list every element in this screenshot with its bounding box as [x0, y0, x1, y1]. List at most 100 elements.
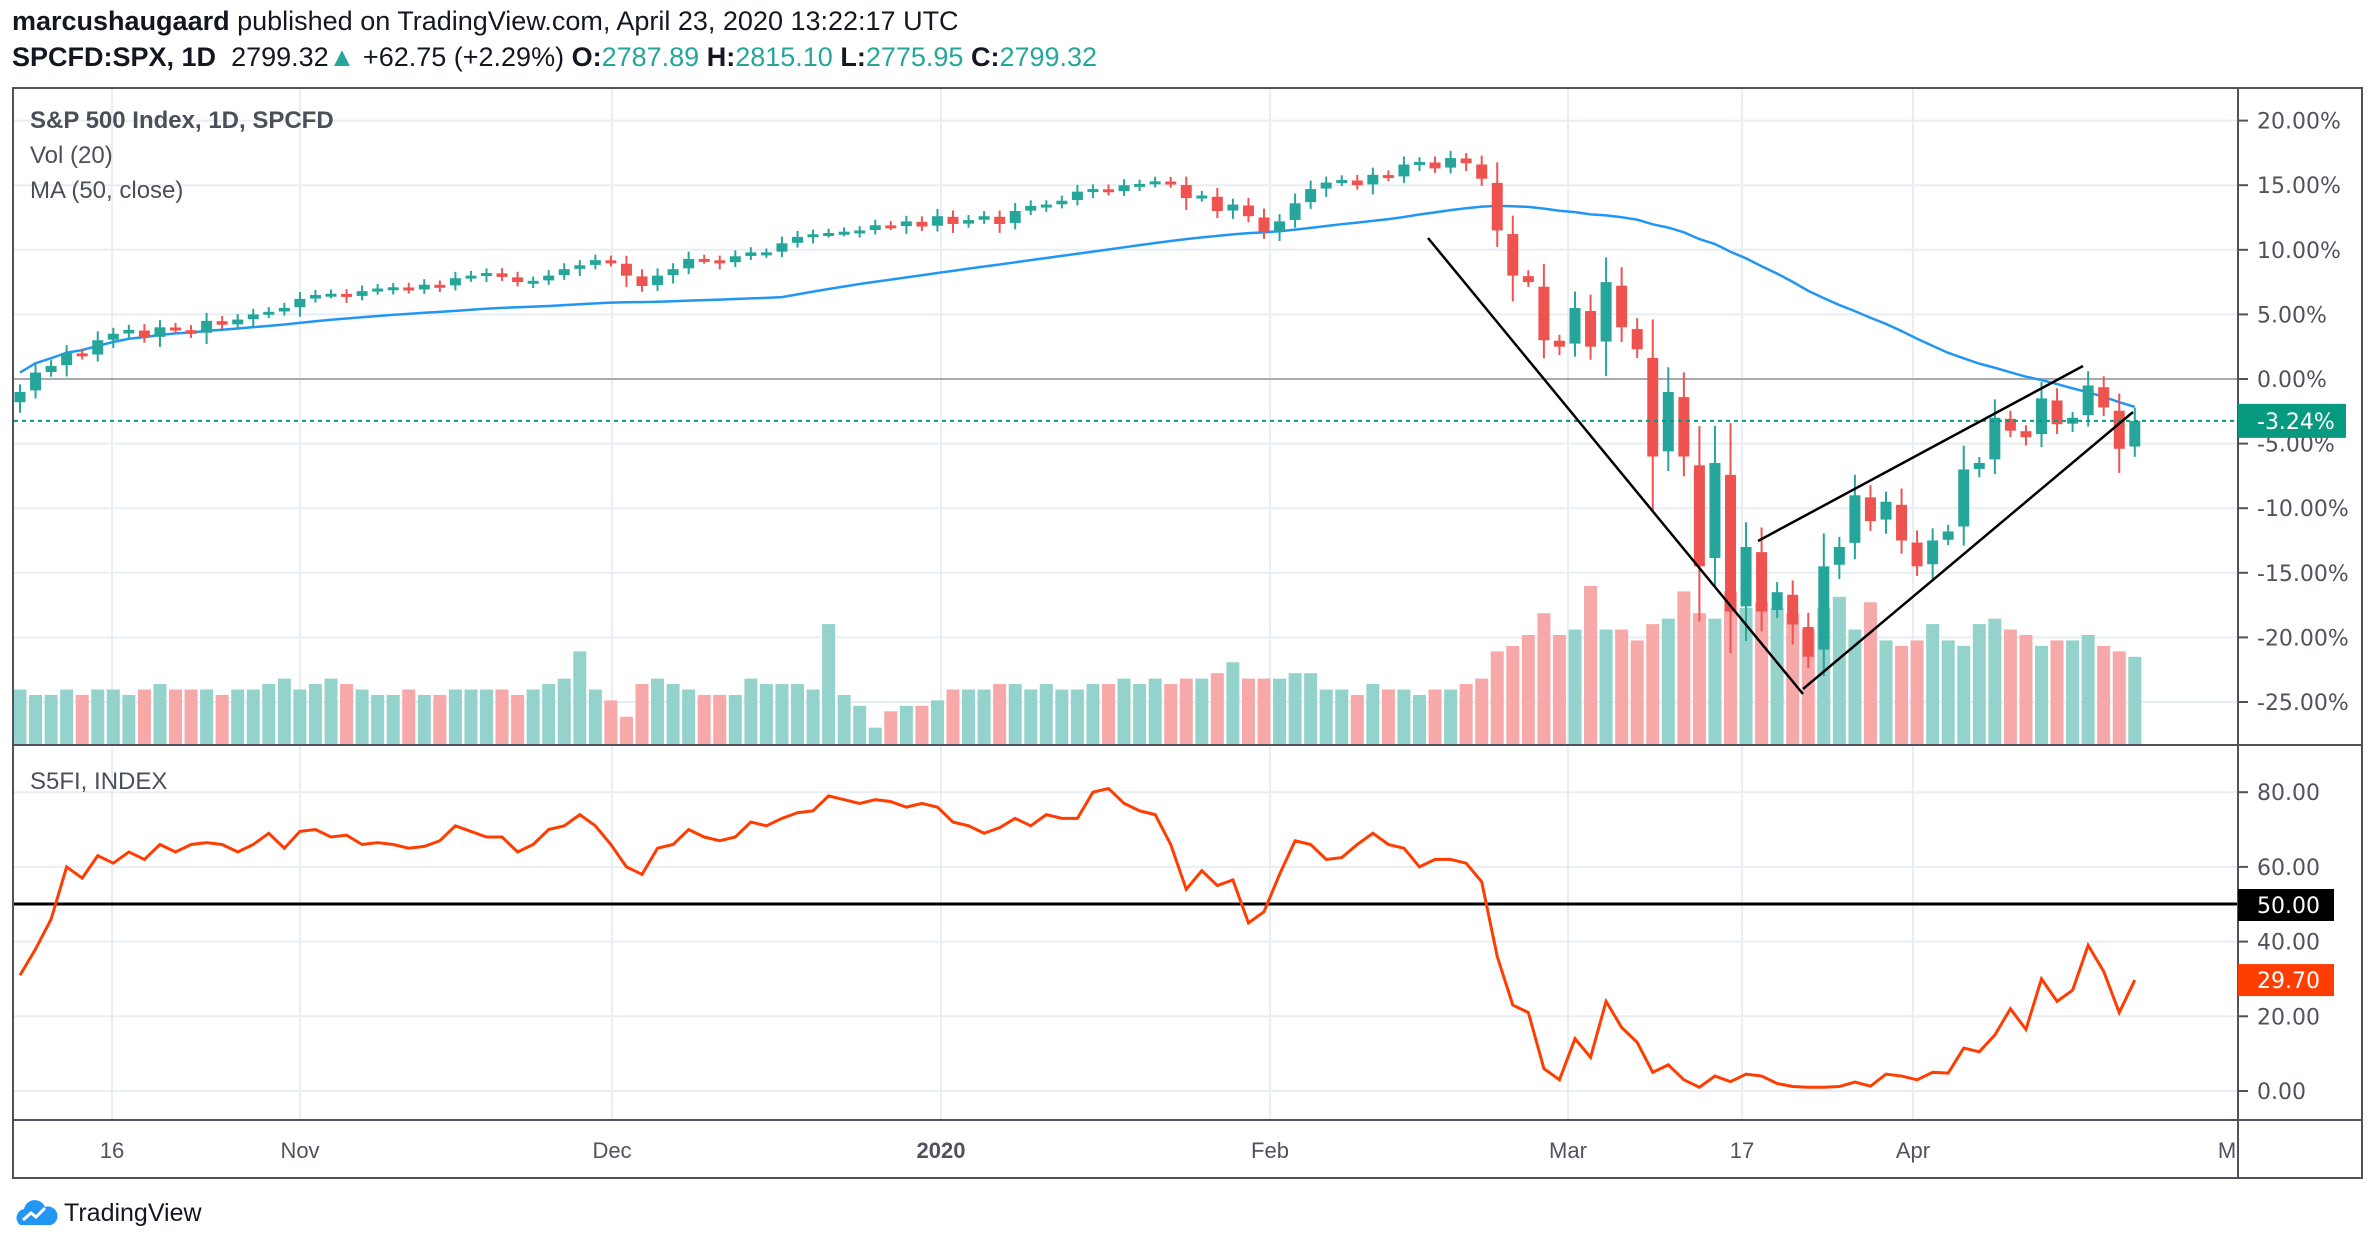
candle-down: [1787, 594, 1799, 625]
volume-bar: [511, 694, 525, 744]
brand-name: TradingView: [64, 1198, 202, 1227]
time-axis[interactable]: 16 Nov Dec 2020 Feb Mar 17 Apr M: [100, 1138, 2236, 1163]
candle-up: [2129, 420, 2141, 447]
candle-up: [1445, 158, 1457, 168]
volume-bar: [2097, 645, 2111, 744]
candle-up: [1274, 221, 1286, 231]
candle-up: [30, 372, 42, 391]
candle-up: [776, 243, 788, 252]
candle-up: [325, 293, 337, 297]
s5fi-tick-label: 40.00: [2257, 931, 2320, 956]
candle-up: [1569, 307, 1581, 344]
volume-bar: [44, 694, 58, 744]
time-tick-label: 16: [100, 1138, 124, 1163]
candle-down: [1522, 276, 1534, 283]
oscillator-axis[interactable]: 80.00 60.00 40.00 20.00 0.00: [2238, 781, 2320, 1105]
tradingview-logo[interactable]: TradingView: [14, 1198, 202, 1228]
candle-down: [185, 330, 197, 334]
price-tick-label: -25.00%: [2257, 691, 2349, 716]
volume-bar: [2112, 651, 2126, 744]
price-tick-label: 15.00%: [2257, 174, 2341, 199]
publish-info: marcushaugaard published on TradingView.…: [12, 6, 959, 37]
volume-bar: [371, 694, 385, 744]
price-tick-label: -15.00%: [2257, 562, 2349, 587]
volume-bar: [868, 727, 882, 744]
current-value-label: -3.24%: [2257, 410, 2335, 435]
volume-bar: [588, 689, 602, 744]
time-tick-label: M: [2218, 1138, 2236, 1163]
candle-up: [652, 275, 664, 286]
candle-up: [729, 256, 741, 263]
candle-down: [76, 353, 88, 357]
volume-bar: [1895, 645, 1909, 744]
volume-bar: [619, 716, 633, 744]
trendlines[interactable]: [1427, 237, 2134, 695]
volume-bar: [1537, 613, 1551, 744]
s5fi-tick-label: 60.00: [2257, 856, 2320, 881]
volume-bar: [386, 694, 400, 744]
candle-up: [201, 320, 213, 333]
candle-up: [465, 275, 477, 279]
legend-title[interactable]: S&P 500 Index, 1D, SPCFD: [30, 107, 334, 134]
candle-up: [527, 280, 539, 284]
volume-bar: [1615, 629, 1629, 744]
volume-bar: [557, 678, 571, 744]
candle-up: [1025, 205, 1037, 211]
candle-down: [2098, 387, 2110, 408]
volume-bar: [526, 689, 540, 744]
volume-bar: [2066, 640, 2080, 744]
legend-ma[interactable]: MA (50, close): [30, 177, 183, 204]
volume-bar: [1288, 673, 1302, 744]
trendline-wedge-upper[interactable]: [1757, 364, 2084, 543]
volume-bar: [1008, 684, 1022, 744]
s5fi-value-badge: [2238, 964, 2334, 997]
tradingview-cloud-icon: [16, 1200, 58, 1225]
volume-bar: [340, 684, 354, 744]
candle-up: [978, 216, 990, 220]
close-label: C:: [970, 42, 1000, 72]
volume-bar: [962, 689, 976, 744]
close-value: 2799.32: [999, 42, 1098, 72]
candle-up: [2036, 398, 2047, 435]
trendline-wedge-lower[interactable]: [1802, 411, 2134, 690]
volume-bar: [853, 705, 867, 744]
volume-bar: [1024, 689, 1038, 744]
candle-down: [1538, 286, 1550, 341]
candle-up: [854, 230, 866, 234]
candle-down: [714, 260, 726, 264]
legend-volume[interactable]: Vol (20): [30, 142, 113, 169]
candle-up: [1989, 417, 2001, 460]
current-value-badge: [2238, 403, 2346, 438]
candle-up: [683, 258, 695, 269]
volume-bar: [1801, 629, 1815, 744]
volume-bars: [13, 585, 2142, 744]
author[interactable]: marcushaugaard: [12, 6, 230, 36]
candle-down: [1165, 181, 1177, 185]
candle-up: [1134, 183, 1146, 187]
candle-up: [481, 273, 492, 277]
volume-bar: [2081, 635, 2095, 744]
volume-bar: [1164, 684, 1178, 744]
legend-s5fi[interactable]: S5FI, INDEX: [30, 768, 167, 795]
volume-bar: [759, 684, 773, 744]
volume-bar: [153, 684, 167, 744]
volume-bar: [1724, 591, 1737, 744]
candle-up: [1833, 546, 1845, 565]
reference-label: 50.00: [2257, 894, 2320, 919]
candle-up: [1149, 181, 1161, 185]
volume-bar: [1957, 645, 1971, 744]
candle-down: [496, 273, 508, 277]
candle-up: [1196, 195, 1208, 199]
volume-bar: [106, 689, 120, 744]
volume-bar: [200, 689, 214, 744]
candle-down: [1429, 162, 1441, 169]
volume-bar: [915, 705, 929, 744]
volume-bar: [433, 694, 447, 744]
price-axis[interactable]: 20.00%15.00%10.00%5.00%0.00%-5.00%-10.00…: [2238, 110, 2349, 716]
candle-down: [605, 260, 617, 264]
candle-up: [1880, 501, 1892, 520]
price-tick-label: 5.00%: [2257, 303, 2327, 328]
candle-down: [1725, 474, 1736, 612]
trendline-down[interactable]: [1427, 237, 1804, 695]
